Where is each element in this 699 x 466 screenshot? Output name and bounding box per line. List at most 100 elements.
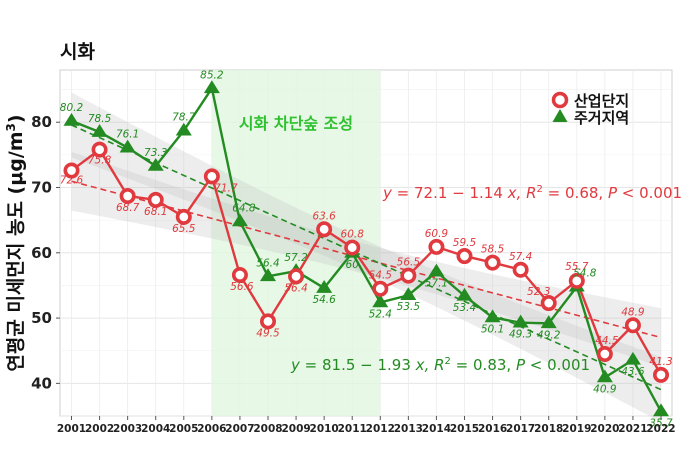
eq2-rv: = 0.83,	[451, 356, 516, 374]
marker-residential-2020	[596, 369, 613, 383]
y-tick-label: 80	[31, 113, 52, 131]
data-label-industrial-2021: 48.9	[621, 306, 645, 318]
marker-residential-2010	[316, 280, 333, 293]
data-label-residential-2001: 80.2	[60, 102, 84, 114]
data-label-industrial-2006: 71.7	[214, 182, 238, 194]
marker-industrial-2006	[203, 168, 220, 185]
eq1-pv: < 0.001	[617, 184, 682, 202]
marker-residential-2014	[428, 263, 445, 277]
data-label-residential-2007: 64.8	[232, 202, 256, 214]
marker-industrial-2004	[147, 191, 164, 208]
x-tick-label: 2011	[338, 423, 367, 435]
x-tick-label: 2001	[57, 423, 86, 435]
marker-industrial-2008	[259, 313, 276, 330]
eq2-pv: < 0.001	[525, 356, 590, 374]
marker-residential-2005	[175, 122, 192, 136]
eq2-body: = 81.5 − 1.93	[300, 356, 416, 374]
data-label-industrial-2004: 68.1	[144, 206, 167, 218]
x-tick-label: 2010	[310, 423, 339, 435]
marker-residential-2008	[260, 268, 276, 282]
x-tick-label: 2013	[394, 423, 423, 435]
y-axis-title-sup: 3	[4, 123, 18, 131]
eq2-r: , R	[425, 356, 445, 374]
data-label-residential-2008: 56.4	[256, 257, 279, 269]
equation-residential: y = 81.5 − 1.93 x, R2 = 0.83, P < 0.001	[290, 356, 590, 374]
legend-label-industrial: 산업단지	[574, 92, 629, 110]
data-label-residential-2005: 78.7	[172, 112, 196, 124]
data-label-industrial-2005: 65.5	[172, 223, 196, 235]
y-axis-title-main: 연평균 미세먼지 농도 (μg/m	[5, 131, 27, 371]
x-tick-label: 2019	[562, 423, 591, 435]
series-line-industrial	[70, 148, 663, 376]
data-label-residential-2003: 76.1	[116, 129, 139, 141]
marker-residential-2003	[119, 139, 136, 153]
x-tick-label: 2018	[534, 423, 563, 435]
data-label-industrial-2007: 56.6	[230, 281, 254, 293]
x-tick-label: 2009	[281, 423, 310, 435]
eq1-rv: = 0.68,	[543, 184, 608, 202]
data-label-industrial-2016: 58.5	[481, 244, 505, 256]
data-label-residential-2017: 49.3	[509, 329, 532, 341]
marker-industrial-2002	[91, 141, 108, 158]
data-label-industrial-2019: 55.7	[565, 261, 589, 273]
marker-industrial-2017	[512, 261, 529, 278]
marker-residential-2007	[231, 213, 248, 227]
data-label-residential-2012: 52.4	[369, 308, 392, 320]
x-axis-ticks: 2001200220032004200520062007200820092010…	[57, 416, 676, 435]
data-label-industrial-2003: 68.7	[116, 202, 140, 214]
y-tick-label: 40	[31, 374, 52, 392]
x-tick-label: 2004	[141, 423, 170, 435]
data-label-residential-2006: 85.2	[200, 69, 224, 81]
marker-industrial-2014	[428, 238, 445, 255]
data-label-residential-2010: 54.6	[312, 294, 336, 306]
data-label-industrial-2018: 52.3	[527, 286, 550, 298]
marker-industrial-2022	[652, 366, 669, 383]
marker-residential-2017	[512, 314, 529, 328]
marker-industrial-2011	[344, 239, 361, 256]
x-tick-label: 2022	[646, 423, 675, 435]
data-label-industrial-2010: 63.6	[312, 210, 336, 222]
x-tick-label: 2020	[590, 423, 619, 435]
series-markers	[63, 80, 669, 417]
marker-residential-2002	[91, 124, 108, 137]
x-tick-label: 2003	[113, 423, 142, 435]
data-label-residential-2004: 73.3	[144, 147, 167, 159]
marker-industrial-2013	[400, 267, 417, 284]
eq1-body: = 72.1 − 1.14	[392, 184, 508, 202]
trend-line-residential	[71, 124, 662, 391]
eq1-r: , R	[517, 184, 537, 202]
legend-triangle-icon	[552, 109, 568, 122]
marker-residential-2018	[540, 315, 557, 329]
data-label-industrial-2020: 44.5	[595, 335, 619, 347]
marker-residential-2022	[653, 403, 669, 417]
data-label-industrial-2001: 72.6	[60, 175, 84, 187]
data-label-residential-2016: 50.1	[481, 323, 504, 335]
data-label-industrial-2008: 49.5	[256, 327, 280, 339]
marker-industrial-2003	[119, 187, 136, 204]
chart-title: 시화	[60, 41, 95, 63]
marker-industrial-2009	[288, 268, 305, 285]
eq1-r2: 2	[537, 184, 543, 195]
data-labels: 72.6 75.8 68.7 68.1 65.5 71.7 56.6 49.5 56.4 63.6…	[60, 69, 673, 429]
data-label-industrial-2009: 56.4	[284, 282, 307, 294]
legend-label-residential: 주거지역	[574, 109, 629, 127]
legend: 산업단지 주거지역	[551, 91, 629, 127]
y-axis-ticks: 40 50 60 70 80	[31, 113, 60, 392]
x-tick-label: 2002	[85, 423, 114, 435]
eq2-x: x	[415, 356, 425, 374]
eq2-y: y	[290, 356, 301, 374]
legend-circle-icon	[551, 91, 569, 109]
eq1-x: x	[507, 184, 517, 202]
eq2-r2: 2	[445, 356, 451, 367]
data-label-residential-2002: 78.5	[88, 113, 112, 125]
data-label-industrial-2017: 57.4	[509, 251, 532, 263]
y-tick-label: 50	[31, 309, 52, 327]
data-label-residential-2018: 49.2	[537, 329, 561, 341]
x-tick-label: 2006	[197, 423, 226, 435]
data-label-residential-2014: 57.1	[425, 278, 448, 290]
x-tick-label: 2012	[366, 423, 395, 435]
y-tick-label: 70	[31, 179, 52, 197]
marker-industrial-2012	[372, 280, 389, 297]
data-label-industrial-2022: 41.3	[649, 356, 672, 368]
data-label-residential-2009: 57.2	[284, 252, 308, 264]
